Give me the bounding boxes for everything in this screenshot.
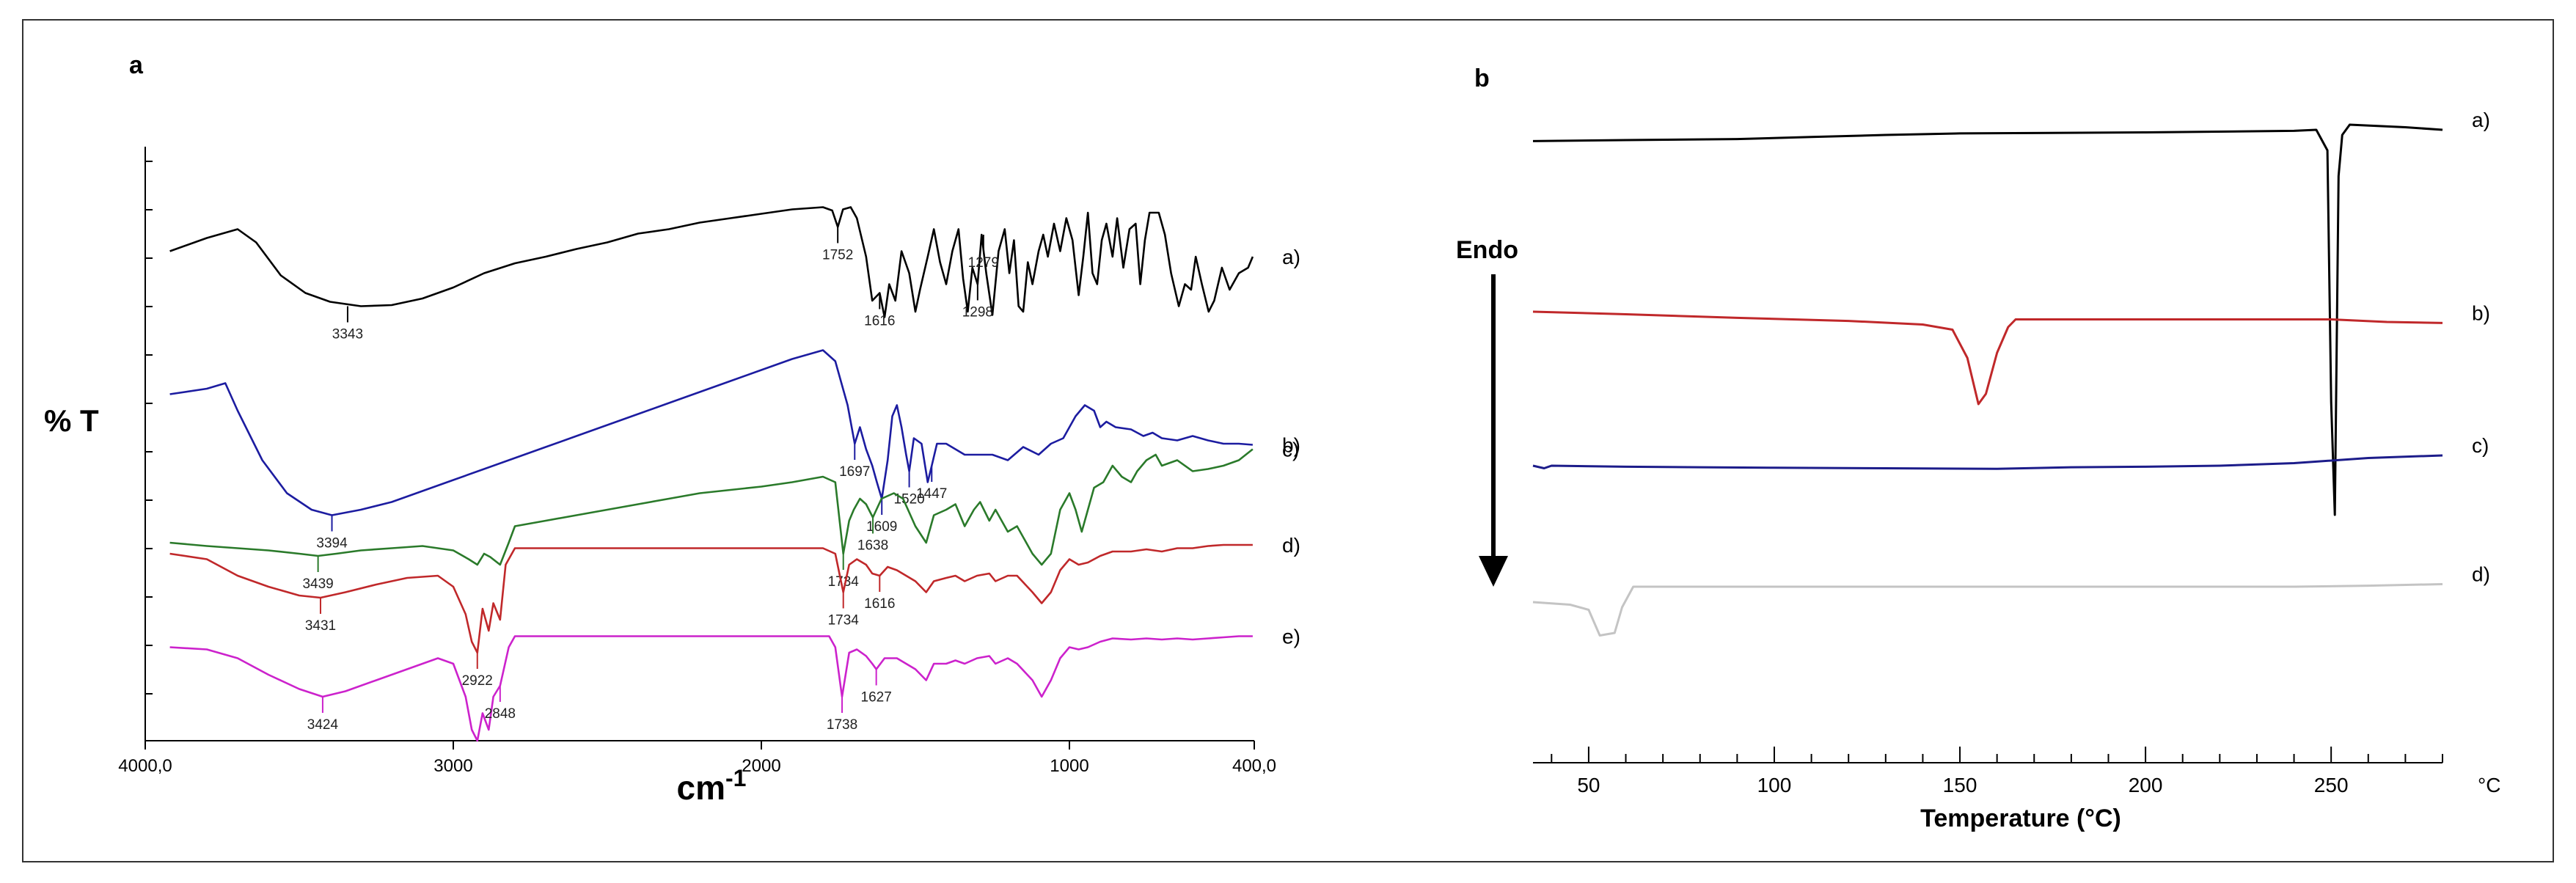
- ftir-peak-label: 1279: [968, 255, 999, 271]
- panel-b-label: b: [1474, 65, 1490, 92]
- dsc-x-ticks: 50 100 150 200 250: [1551, 747, 2443, 796]
- dsc-series-line: [1532, 583, 2443, 637]
- ftir-peak-label: 1734: [828, 574, 860, 590]
- ftir-peak-label: 3343: [332, 327, 363, 342]
- ftir-series-name: c): [1282, 439, 1299, 461]
- ftir-peak-label: 3431: [305, 618, 336, 634]
- ftir-peak-label: 1738: [827, 717, 857, 733]
- dsc-series-name: a): [2472, 109, 2490, 131]
- ftir-peak-label: 1734: [828, 613, 860, 629]
- ftir-peak-label: 2848: [485, 706, 516, 722]
- dsc-series-name: c): [2472, 434, 2489, 457]
- ftir-peak-label: 1616: [864, 314, 895, 329]
- dsc-x-tick-label: 200: [2129, 774, 2163, 796]
- ftir-series-name: b): [1282, 434, 1300, 457]
- dsc-x-tick-label: 50: [1577, 774, 1600, 796]
- dsc-series-group: a) b) c) d): [1532, 109, 2490, 637]
- ftir-peak-label: 1752: [822, 248, 853, 263]
- dsc-series-name: b): [2472, 301, 2490, 324]
- ftir-x-tick-label: 4000,0: [118, 756, 172, 776]
- ftir-peak-label: 1520: [893, 492, 924, 508]
- ftir-y-ticks: [145, 161, 153, 695]
- dsc-panel: b 50 100 150 200 250 °C Temperature (°C) End…: [1456, 65, 2500, 832]
- ftir-x-label-unit: cm: [677, 769, 725, 807]
- ftir-x-tick-label: 2000: [742, 756, 780, 776]
- ftir-x-label: cm-1: [677, 765, 747, 807]
- panel-a-label: a: [129, 51, 144, 79]
- ftir-peak-label: 1609: [866, 519, 897, 535]
- dsc-x-unit: °C: [2478, 774, 2500, 796]
- ftir-peak-label: 3439: [302, 576, 333, 592]
- dsc-series-line: [1532, 454, 2443, 470]
- ftir-peak-label: 1447: [916, 486, 947, 502]
- dsc-series-name: d): [2472, 563, 2490, 586]
- ftir-peak-label: 1616: [864, 596, 895, 612]
- dsc-x-label: Temperature (°C): [1920, 805, 2121, 832]
- ftir-peak-label: 2922: [462, 673, 493, 689]
- ftir-x-label-sup: -1: [725, 765, 746, 791]
- ftir-peak-label: 1298: [962, 305, 993, 320]
- figure-frame: [22, 19, 2554, 862]
- ftir-series-name: d): [1282, 534, 1300, 557]
- dsc-x-tick-label: 150: [1943, 774, 1977, 796]
- ftir-x-tick-label: 1000: [1050, 756, 1088, 776]
- ftir-panel: a % T 4000,0 3000 2000 1000 400,0 cm-1 a) 334…: [44, 51, 1300, 807]
- dsc-series-line: [1532, 123, 2443, 516]
- ftir-x-tick-label: 3000: [433, 756, 472, 776]
- ftir-peak-label: 1697: [839, 464, 870, 480]
- endo-arrow-head: [1479, 556, 1508, 587]
- ftir-peak-label: 1627: [861, 690, 892, 706]
- ftir-series-line: [169, 448, 1254, 566]
- ftir-peak-label: 1638: [857, 538, 888, 554]
- endo-annotation: Endo: [1456, 236, 1518, 264]
- ftir-series-line: [169, 206, 1254, 318]
- dsc-series-line: [1532, 310, 2443, 406]
- dsc-x-tick-label: 100: [1757, 774, 1792, 796]
- ftir-peak-label: 3424: [307, 717, 339, 733]
- ftir-series-group: a) 3343 1752 1616 1298 1279 b) 3394 1697 1609 1520…: [169, 206, 1300, 742]
- ftir-series-name: e): [1282, 626, 1300, 648]
- ftir-series-name: a): [1282, 246, 1300, 268]
- ftir-series-line: [169, 349, 1254, 516]
- dsc-x-tick-label: 250: [2314, 774, 2349, 796]
- ftir-x-tick-label: 400,0: [1232, 756, 1276, 776]
- ftir-y-label: % T: [44, 403, 99, 438]
- ftir-peak-label: 3394: [316, 536, 348, 552]
- ftir-x-ticks: 4000,0 3000 2000 1000 400,0: [118, 741, 1276, 776]
